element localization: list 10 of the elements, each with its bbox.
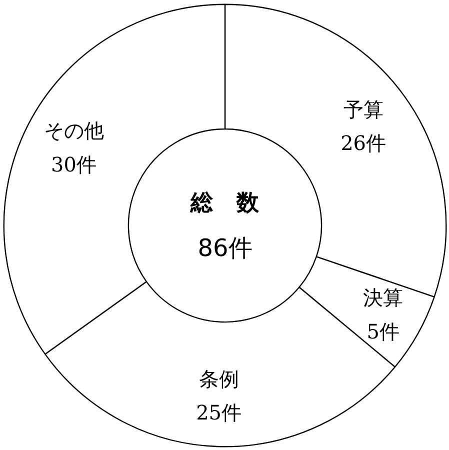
data-label: 5件	[366, 319, 400, 344]
slice-label: 条例	[198, 366, 239, 391]
text: 86件	[198, 234, 252, 262]
data-label: 30件	[51, 152, 96, 176]
text: 総 数	[190, 190, 260, 216]
slice-label: 予算	[343, 97, 384, 122]
slice-label: その他	[44, 118, 104, 143]
slice-label: 決算	[363, 286, 404, 310]
data-label: 26件	[340, 131, 386, 156]
data-label: 25件	[196, 400, 242, 425]
